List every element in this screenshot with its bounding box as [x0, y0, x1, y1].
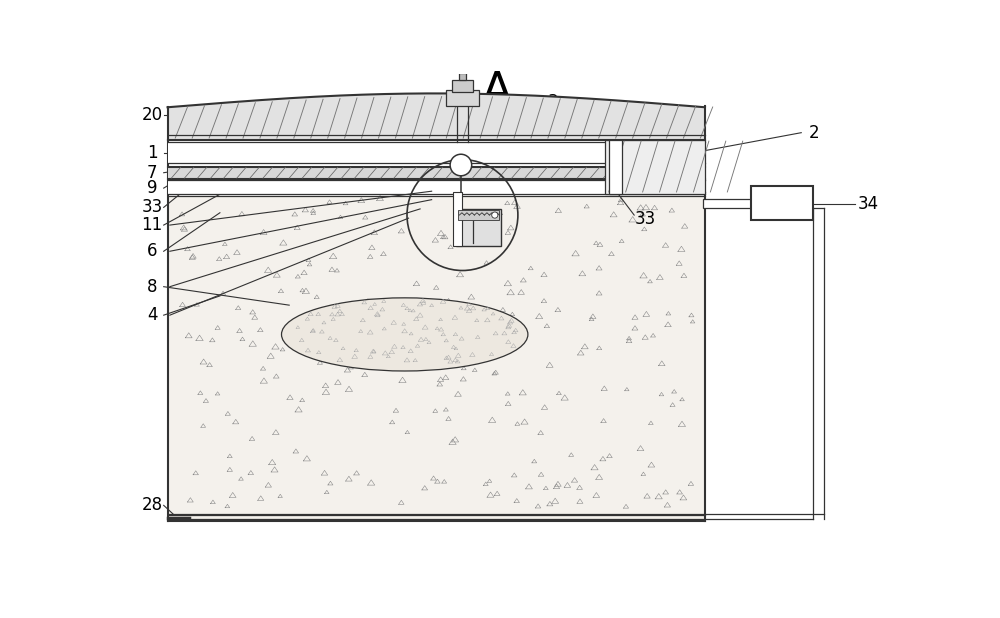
Bar [751, 186, 813, 221]
Bar [452, 80, 473, 92]
Bar [459, 74, 466, 80]
Bar [446, 90, 479, 106]
Bar [703, 199, 761, 208]
Text: 4: 4 [147, 306, 157, 324]
Bar [605, 140, 705, 193]
Ellipse shape [282, 298, 528, 371]
Text: A: A [482, 70, 512, 113]
Text: 33: 33 [142, 198, 163, 216]
Circle shape [492, 212, 498, 218]
Text: 3: 3 [547, 93, 558, 111]
Text: 11: 11 [142, 216, 163, 234]
Bar [458, 211, 499, 219]
Text: 7: 7 [147, 164, 157, 182]
Bar [168, 142, 705, 164]
Text: 6: 6 [147, 242, 157, 260]
Bar [456, 209, 501, 246]
Text: 2: 2 [809, 124, 820, 142]
Text: 28: 28 [142, 496, 163, 514]
Bar [168, 180, 705, 193]
Text: 1: 1 [147, 144, 157, 162]
Bar [453, 192, 462, 246]
Polygon shape [168, 196, 705, 521]
Polygon shape [168, 93, 705, 140]
Text: 9: 9 [147, 179, 157, 197]
Text: 33: 33 [634, 210, 656, 228]
Bar [168, 167, 705, 179]
Circle shape [450, 154, 472, 176]
Text: 34: 34 [858, 195, 879, 213]
Bar [609, 140, 622, 193]
Text: 8: 8 [147, 277, 157, 295]
Text: 20: 20 [142, 106, 163, 124]
